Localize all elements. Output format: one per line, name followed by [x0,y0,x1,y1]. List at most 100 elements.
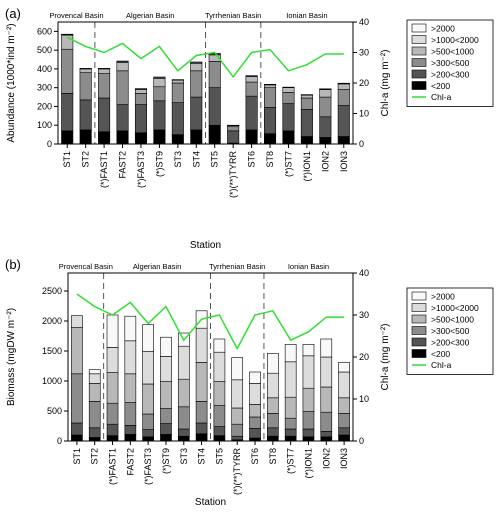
bar-segment [135,133,146,144]
y-axis-label: Biomass (mgDW m⁻²) [6,308,17,406]
basin-label: Provencal Basin [49,11,103,20]
bar-segment [107,347,118,372]
x-tick-label: FAST2 [118,151,128,179]
bar-segment [196,401,207,423]
bar-segment [178,379,189,407]
bar-segment [214,436,225,441]
bar-segment [267,353,278,373]
bar-segment [89,428,100,438]
x-tick-label: ST2 [81,151,91,168]
bar-segment [89,401,100,427]
bar-segment [246,130,257,144]
y2-tick-label: 10 [359,394,369,404]
legend-label: >300<500 [431,58,470,68]
y-tick-label: 500 [37,45,52,55]
bar-segment [301,109,312,136]
bar-segment [283,88,294,93]
bar-segment [154,78,165,86]
bar-segment [250,428,261,438]
legend-label: <200 [431,81,450,91]
bar-segment [196,434,207,441]
legend-swatch [412,350,426,358]
bar-segment [143,414,154,430]
legend-swatch [412,47,426,55]
legend-swatch [412,36,426,44]
y-tick-label: 2500 [42,286,62,296]
bar-segment [264,107,275,133]
legend-swatch [412,338,426,346]
bar-segment [250,417,261,428]
bar-segment [338,106,349,137]
bar-segment [321,357,332,387]
bar-segment [89,370,100,374]
bar-segment [196,362,207,401]
legend-label: Chl-a [431,360,452,370]
bar-segment [191,63,202,71]
bar-segment [71,374,82,423]
x-tick-label: (*)ION1 [302,151,312,182]
bar-segment [178,429,189,436]
bar-segment [143,352,154,384]
legend-label: >1000<2000 [431,35,479,45]
x-tick-label: ST2 [90,448,100,465]
bar-segment [80,100,91,130]
bar-segment [143,430,154,437]
bar-segment [172,83,183,103]
y-tick-label: 1000 [42,376,62,386]
x-tick-label: ST4 [191,151,201,168]
bar-segment [267,398,278,414]
x-tick-label: (*)ST9 [154,151,164,177]
bar-segment [232,436,243,440]
bar-segment [62,93,73,131]
bar-segment [303,344,314,355]
bar-segment [232,380,243,408]
bar-segment [250,383,261,404]
bar-segment [339,362,350,372]
bar-segment [232,424,243,436]
x-tick-label: ST6 [250,448,260,465]
bar-segment [172,135,183,144]
y-tick-label: 400 [37,64,52,74]
legend-label: >2000 [431,292,455,302]
bar-segment [178,407,189,429]
bar-segment [214,352,225,381]
bar-segment [267,428,278,436]
legend-swatch [412,327,426,335]
legend-label: >500<1000 [431,315,474,325]
bar-segment [250,372,261,383]
bar-segment [191,97,202,130]
chart-panel-2: (b) Provencal Basin Algerian Basin Tyrrheni… [5,257,493,508]
y-tick-label: 0 [57,436,62,446]
bar-segment [143,437,154,441]
basin-label: Provencal Basin [59,262,113,271]
bar-segment [303,412,314,429]
bar-segment [303,437,314,441]
y2-tick-label: 0 [359,139,364,149]
legend-swatch [412,315,426,323]
basin-label: Tyrrhenian Basin [209,262,265,271]
bar-segment [338,90,349,106]
bar-segment [246,82,257,96]
bar-segment [285,429,296,436]
bar-segment [125,403,136,426]
bar-segment [98,132,109,144]
bar-segment [196,328,207,362]
bar-segment [209,88,220,126]
bar-segment [98,74,109,98]
bar-segment [246,76,257,82]
panel-label: (b) [5,257,21,272]
bar-segment [285,397,296,418]
y-tick-label: 100 [37,120,52,130]
basin-label: Algerian Basin [133,262,181,271]
bar-segment [107,403,118,424]
legend-label: <200 [431,349,450,359]
bar-segment [178,436,189,441]
bar-segment [214,427,225,436]
bar-segment [160,337,171,356]
legend-swatch [412,59,426,67]
basin-label: Algerian Basin [126,11,174,20]
bar-segment [107,436,118,441]
bar-segment [117,62,128,70]
bar-segment [339,398,350,414]
x-tick-label: (*)ST9 [161,448,171,474]
